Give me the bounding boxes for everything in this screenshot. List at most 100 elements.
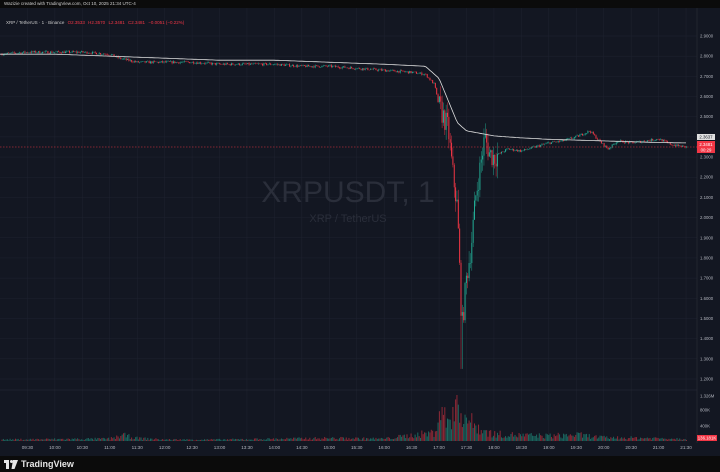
volume-tick-label: 400K	[700, 424, 710, 429]
candle-body	[491, 150, 493, 166]
volume-bar	[529, 433, 531, 441]
candle-body	[484, 133, 486, 138]
candle-body	[537, 145, 539, 146]
volume-bar	[321, 438, 323, 441]
candle-body	[677, 144, 679, 146]
volume-bar	[106, 438, 108, 441]
candle-body	[79, 52, 81, 53]
candle-body	[561, 139, 563, 141]
volume-bar	[253, 438, 255, 441]
candle-body	[255, 63, 257, 64]
volume-bar	[131, 437, 133, 441]
volume-bar	[588, 434, 590, 441]
volume-bar	[685, 439, 687, 441]
candle-body	[144, 61, 146, 63]
volume-bar	[245, 438, 247, 441]
volume-bar	[240, 438, 242, 441]
volume-bar	[667, 439, 669, 441]
volume-bar	[129, 439, 131, 441]
watermark-name: XRP / TetherUS	[309, 213, 386, 225]
volume-bar	[587, 437, 589, 441]
candle-body	[596, 138, 598, 140]
volume-bar	[407, 438, 409, 441]
candle-body	[671, 144, 673, 146]
volume-bar	[590, 438, 592, 441]
candle-body	[363, 68, 365, 70]
volume-bar	[537, 437, 539, 441]
volume-bar	[15, 438, 16, 441]
volume-bar	[275, 438, 277, 441]
volume-bar	[420, 437, 421, 441]
volume-bar	[318, 438, 320, 441]
candle-body	[136, 61, 138, 63]
candle-body	[676, 144, 678, 147]
volume-bar	[384, 438, 386, 441]
volume-bar	[170, 439, 172, 441]
volume-bar	[56, 439, 58, 441]
volume-bar	[33, 440, 35, 441]
candle-body	[492, 154, 494, 166]
volume-bar	[101, 437, 103, 441]
candle-body	[538, 145, 540, 147]
volume-bar	[557, 432, 559, 441]
volume-bar	[44, 439, 46, 441]
volume-bar	[523, 436, 525, 441]
price-tags: 2.3637 2.3481 00:29 136.181K	[697, 134, 717, 441]
candle-body	[375, 68, 377, 70]
candle-body	[685, 146, 687, 148]
volume-bar	[66, 438, 68, 441]
volume-bar	[71, 438, 73, 441]
candle-body	[579, 134, 581, 137]
time-tick-label: 16:00	[378, 445, 390, 450]
volume-bar	[602, 436, 604, 441]
volume-bar	[214, 439, 216, 441]
candle-body	[297, 65, 299, 67]
volume-bar	[286, 437, 288, 441]
time-tick-label: 20:30	[625, 445, 637, 450]
time-axis: 09:30 10:00 10:30 11:00 11:30 12:00 12:30 13:00…	[22, 445, 693, 450]
candle-body	[237, 63, 239, 65]
volume-bar	[648, 438, 650, 441]
price-chart[interactable]: XRPUSDT, 1 XRP / TetherUS 2.9000 2.8000 2.…	[0, 8, 720, 456]
candle-body	[550, 142, 552, 144]
volume-bar	[205, 439, 207, 441]
volume-bar	[638, 439, 640, 441]
volume-bar	[571, 435, 573, 441]
volume-bar	[676, 437, 678, 441]
volume-bar	[591, 437, 593, 441]
volume-bar	[426, 436, 428, 441]
chart-area[interactable]: XRPUSDT, 1 XRP / TetherUS 2.9000 2.8000 2.…	[0, 8, 720, 456]
candle-body	[615, 142, 617, 145]
volume-bar	[35, 439, 37, 441]
volume-bar	[345, 437, 347, 441]
candle-body	[125, 58, 127, 60]
volume-bar	[125, 437, 127, 441]
volume-bar	[317, 438, 319, 441]
volume-bar	[397, 437, 399, 441]
volume-bar	[171, 440, 173, 441]
volume-bar	[448, 419, 450, 441]
symbol-legend: XRP / TetherUS · 1 · Binance O2.3533 H2.…	[6, 20, 184, 25]
candle-body	[352, 68, 354, 69]
volume-bar	[118, 438, 120, 441]
volume-bar	[54, 438, 56, 441]
volume-bar	[339, 438, 340, 441]
price-tick-label: 2.0000	[700, 215, 714, 220]
volume-bar	[515, 436, 517, 441]
candle-body	[94, 51, 96, 53]
candle-body	[183, 61, 185, 62]
price-axis: 2.90002.80002.70002.60002.50002.40002.30…	[700, 34, 714, 382]
candle-body	[25, 52, 27, 53]
candle-body	[432, 80, 434, 84]
candle-body	[580, 133, 582, 135]
tradingview-brand[interactable]: TradingView	[4, 459, 74, 469]
volume-bar	[372, 437, 374, 441]
candle-body	[410, 71, 412, 73]
candle-body	[525, 149, 527, 150]
volume-bar	[255, 438, 257, 441]
volume-bar	[395, 438, 397, 441]
volume-bar	[262, 440, 264, 441]
volume-bar	[43, 439, 45, 441]
candle-body	[506, 148, 508, 150]
volume-bar	[613, 436, 615, 441]
